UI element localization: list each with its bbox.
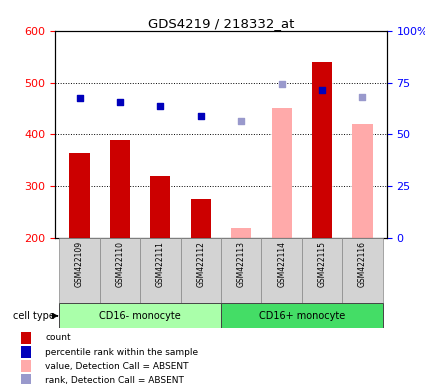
- Point: [278, 81, 285, 87]
- Text: value, Detection Call = ABSENT: value, Detection Call = ABSENT: [45, 362, 189, 371]
- Bar: [181, 238, 221, 303]
- Text: GSM422110: GSM422110: [116, 242, 125, 287]
- Bar: [110, 139, 130, 238]
- Text: cell type: cell type: [13, 311, 54, 321]
- Text: rank, Detection Call = ABSENT: rank, Detection Call = ABSENT: [45, 376, 184, 384]
- Point: [157, 103, 164, 109]
- Title: GDS4219 / 218332_at: GDS4219 / 218332_at: [148, 17, 294, 30]
- Bar: [140, 238, 181, 303]
- Text: count: count: [45, 333, 71, 342]
- Bar: [221, 303, 382, 328]
- Bar: [272, 108, 292, 238]
- Point: [359, 94, 366, 100]
- Bar: [21, 332, 31, 344]
- Bar: [150, 176, 170, 238]
- Point: [238, 118, 245, 124]
- Bar: [60, 303, 221, 328]
- Text: GSM422113: GSM422113: [237, 242, 246, 287]
- Text: GSM422115: GSM422115: [317, 242, 326, 287]
- Point: [197, 113, 204, 119]
- Bar: [352, 124, 373, 238]
- Bar: [191, 199, 211, 238]
- Bar: [342, 238, 382, 303]
- Text: CD16+ monocyte: CD16+ monocyte: [259, 311, 345, 321]
- Point: [116, 99, 123, 105]
- Point: [319, 87, 326, 93]
- Text: GSM422116: GSM422116: [358, 242, 367, 287]
- Text: GSM422112: GSM422112: [196, 242, 205, 287]
- Text: GSM422111: GSM422111: [156, 242, 165, 287]
- Text: GSM422114: GSM422114: [277, 242, 286, 287]
- Bar: [261, 238, 302, 303]
- Bar: [21, 374, 31, 384]
- Bar: [302, 238, 342, 303]
- Bar: [60, 238, 100, 303]
- Point: [76, 95, 83, 101]
- Bar: [221, 238, 261, 303]
- Text: CD16- monocyte: CD16- monocyte: [99, 311, 181, 321]
- Bar: [69, 152, 90, 238]
- Bar: [21, 360, 31, 372]
- Text: percentile rank within the sample: percentile rank within the sample: [45, 348, 198, 357]
- Text: GSM422109: GSM422109: [75, 242, 84, 288]
- Bar: [231, 228, 251, 238]
- Bar: [100, 238, 140, 303]
- Bar: [21, 346, 31, 358]
- Bar: [312, 62, 332, 238]
